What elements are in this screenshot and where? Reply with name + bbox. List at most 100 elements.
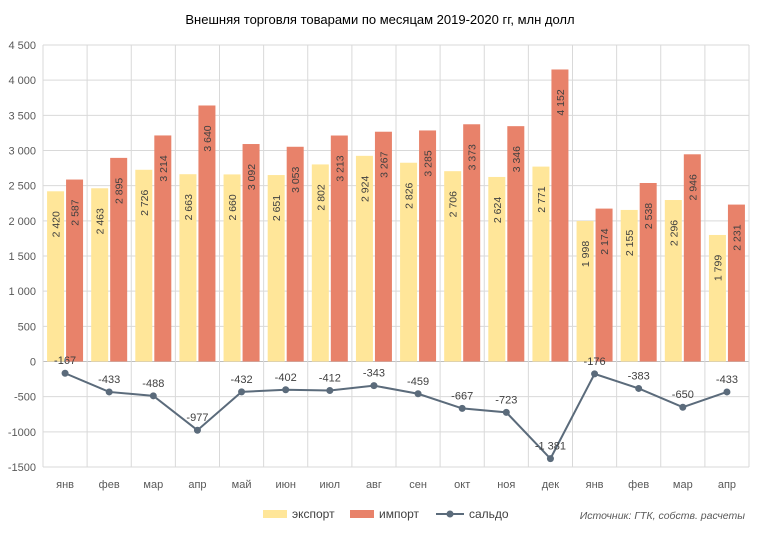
saldo-value-label: -343 <box>363 368 385 380</box>
saldo-value-label: -650 <box>672 389 694 401</box>
import-value-label: 3 214 <box>158 155 170 181</box>
saldo-value-label: -1 381 <box>535 441 566 453</box>
x-tick-label: фев <box>628 479 649 491</box>
saldo-value-label: -667 <box>451 390 473 402</box>
saldo-point <box>591 370 599 378</box>
x-tick-label: апр <box>718 479 736 491</box>
saldo-value-label: -167 <box>54 355 76 367</box>
saldo-point <box>679 403 687 411</box>
import-value-label: 3 285 <box>423 150 435 176</box>
import-bar <box>66 179 84 362</box>
saldo-point <box>370 382 378 390</box>
legend-label-saldo: сальдо <box>469 507 509 521</box>
saldo-value-label: -433 <box>716 374 738 386</box>
import-value-label: 2 587 <box>70 199 82 225</box>
saldo-point <box>635 384 643 392</box>
export-value-label: 2 420 <box>51 211 63 237</box>
saldo-point <box>149 392 157 400</box>
y-tick-label: 4 500 <box>8 40 36 52</box>
saldo-value-label: -977 <box>186 412 208 424</box>
export-bar <box>311 164 329 362</box>
import-value-label: 3 053 <box>290 166 302 192</box>
export-value-label: 2 826 <box>404 182 416 208</box>
saldo-line <box>64 372 728 461</box>
export-bar <box>708 234 726 362</box>
export-bar <box>664 200 682 362</box>
saldo-point <box>326 386 334 394</box>
export-value-label: 1 799 <box>712 255 724 281</box>
export-bar <box>135 169 153 362</box>
y-axis: 4 500 4 000 3 500 3 000 2 500 2 000 1 500 1 000… <box>8 40 36 474</box>
import-value-label: 2 538 <box>643 203 655 229</box>
saldo-value-label: -459 <box>407 376 429 388</box>
export-bar <box>267 175 285 362</box>
x-tick-label: май <box>232 479 252 491</box>
chart-title: Внешняя торговля товарами по месяцам 201… <box>185 12 574 27</box>
x-tick-label: дек <box>542 479 560 491</box>
x-tick-label: окт <box>454 479 470 491</box>
export-value-label: 2 771 <box>536 186 548 212</box>
import-bar <box>507 126 525 362</box>
x-tick-label: янв <box>56 479 74 491</box>
x-axis: янв фев мар апр май июн июл авг сен окт ноя дек янв ф… <box>56 479 736 491</box>
export-value-label: 2 155 <box>624 230 636 256</box>
legend-swatch-import <box>350 510 374 518</box>
export-value-label: 2 463 <box>95 208 107 234</box>
legend-swatch-saldo-marker <box>446 510 454 518</box>
y-tick-label: 3 500 <box>8 110 36 122</box>
export-bar <box>91 188 109 362</box>
export-value-label: 2 296 <box>668 220 680 246</box>
saldo-value-label: -176 <box>584 356 606 368</box>
import-bar <box>286 146 304 362</box>
x-tick-label: ноя <box>497 479 515 491</box>
export-value-label: 2 924 <box>359 176 371 202</box>
y-tick-label: 4 000 <box>8 75 36 87</box>
export-bar <box>179 174 197 362</box>
saldo-value-label: -433 <box>98 374 120 386</box>
saldo-value-label: -412 <box>319 372 341 384</box>
bars: 2 420 2 587 2 463 2 895 2 726 3 214 2 663 3 640… <box>47 69 745 362</box>
saldo-point <box>723 388 731 396</box>
saldo-point <box>61 369 69 377</box>
import-bar <box>683 154 701 362</box>
import-value-label: 3 373 <box>467 144 479 170</box>
y-tick-label: 2 500 <box>8 181 36 193</box>
export-value-label: 2 802 <box>315 184 327 210</box>
x-tick-label: апр <box>188 479 206 491</box>
source-note: Источник: ГТК, собств. расчеты <box>580 510 746 522</box>
x-tick-label: янв <box>586 479 604 491</box>
x-tick-label: фев <box>99 479 120 491</box>
import-value-label: 2 895 <box>114 178 126 204</box>
export-value-label: 2 663 <box>183 194 195 220</box>
x-tick-label: мар <box>143 479 163 491</box>
import-bar <box>639 182 657 362</box>
y-tick-label: 3 000 <box>8 146 36 158</box>
export-bar <box>576 220 594 362</box>
import-bar <box>374 131 392 362</box>
y-tick-label: 1 500 <box>8 251 36 263</box>
saldo-point <box>282 386 290 394</box>
saldo-point <box>105 388 113 396</box>
legend-label-export: экспорт <box>292 507 335 521</box>
import-bar <box>330 135 348 362</box>
saldo-value-label: -723 <box>495 394 517 406</box>
x-tick-label: июн <box>275 479 295 491</box>
export-value-label: 2 726 <box>139 189 151 215</box>
import-value-label: 2 174 <box>599 228 611 254</box>
legend-swatch-export <box>263 510 287 518</box>
saldo-value-label: -432 <box>231 374 253 386</box>
import-value-label: 3 213 <box>334 155 346 181</box>
import-value-label: 3 267 <box>378 151 390 177</box>
y-tick-label: -500 <box>14 392 36 404</box>
export-value-label: 2 706 <box>448 191 460 217</box>
import-bar <box>154 135 172 362</box>
y-tick-label: 500 <box>18 321 36 333</box>
import-value-label: 3 092 <box>246 164 258 190</box>
import-bar <box>198 105 216 362</box>
x-tick-label: сен <box>409 479 427 491</box>
export-bar <box>223 174 241 362</box>
saldo-point <box>193 426 201 434</box>
export-value-label: 1 998 <box>580 241 592 267</box>
saldo-value-label: -488 <box>142 378 164 390</box>
